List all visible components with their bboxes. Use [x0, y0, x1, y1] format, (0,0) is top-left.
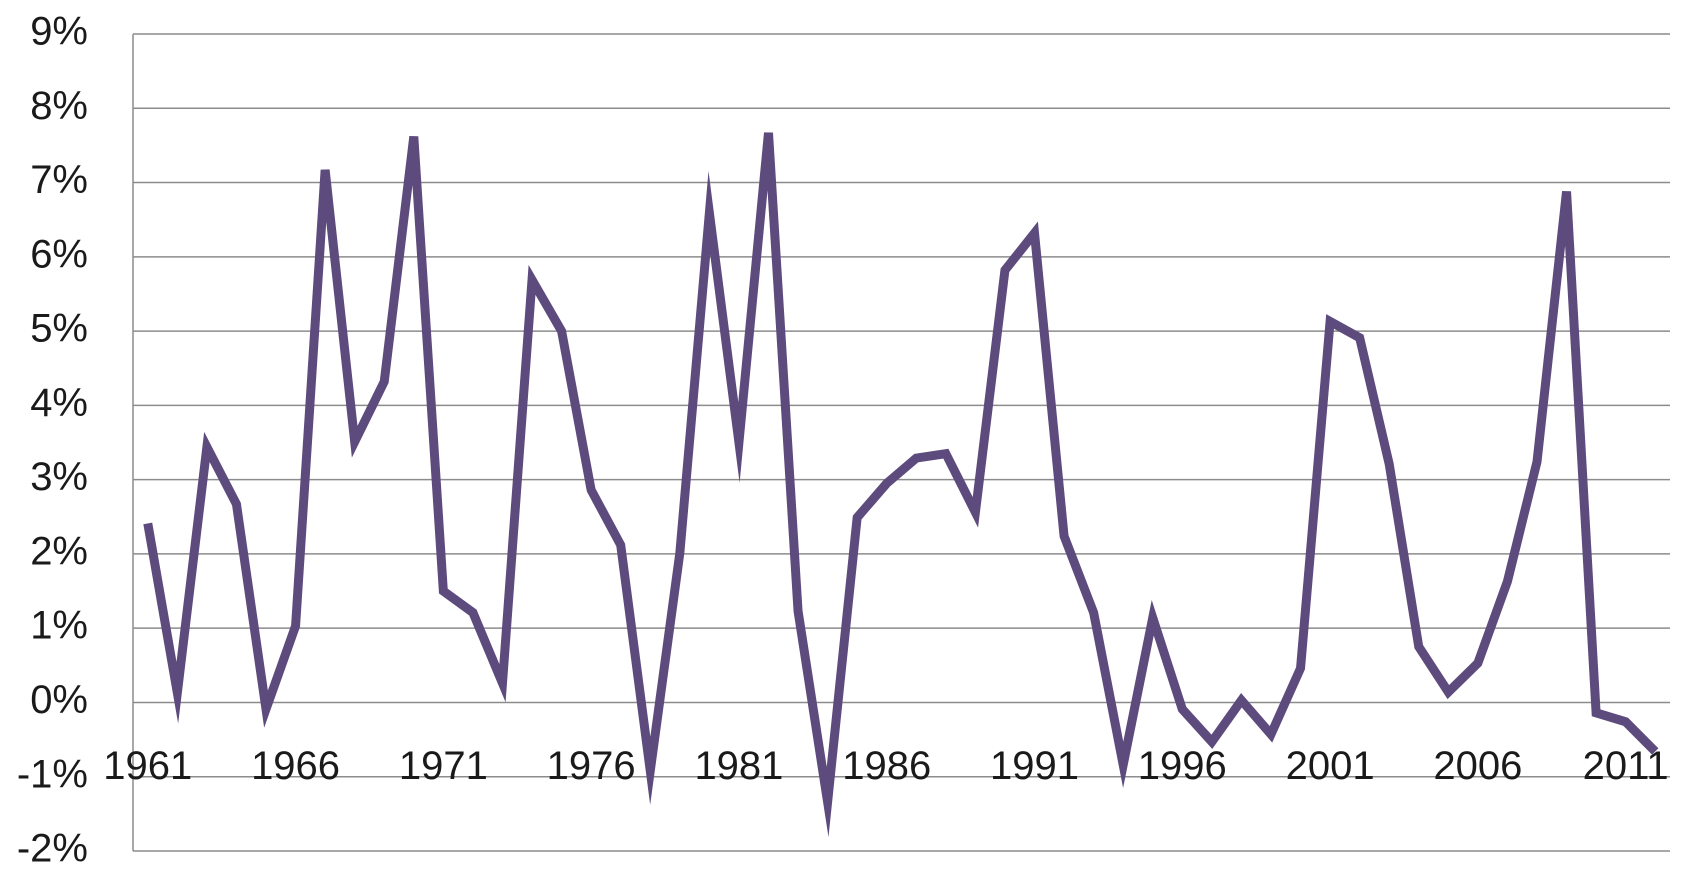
y-tick-label: 2% [30, 529, 88, 573]
data-line [143, 132, 1659, 838]
y-tick-label: -2% [17, 827, 88, 869]
x-tick-label: 1991 [990, 744, 1079, 788]
x-tick-label: 1966 [251, 744, 340, 788]
x-tick-label: 1976 [547, 744, 636, 788]
x-tick-label: 1971 [399, 744, 488, 788]
y-tick-label: 4% [30, 381, 88, 425]
y-tick-label: 3% [30, 455, 88, 499]
y-tick-label: 0% [30, 678, 88, 722]
y-tick-label: 5% [30, 307, 88, 351]
y-tick-label: 6% [30, 232, 88, 276]
x-tick-label: 2001 [1286, 744, 1375, 788]
y-tick-label: 8% [30, 84, 88, 128]
x-tick-label: 1961 [103, 744, 192, 788]
x-tick-label: 2006 [1433, 744, 1522, 788]
y-tick-label: 1% [30, 604, 88, 648]
x-tick-label: 1986 [842, 744, 931, 788]
y-tick-label: 7% [30, 158, 88, 202]
y-tick-label: -1% [17, 752, 88, 796]
x-tick-label: 1996 [1138, 744, 1227, 788]
y-tick-label: 9% [30, 10, 88, 54]
x-tick-label: 1981 [694, 744, 783, 788]
